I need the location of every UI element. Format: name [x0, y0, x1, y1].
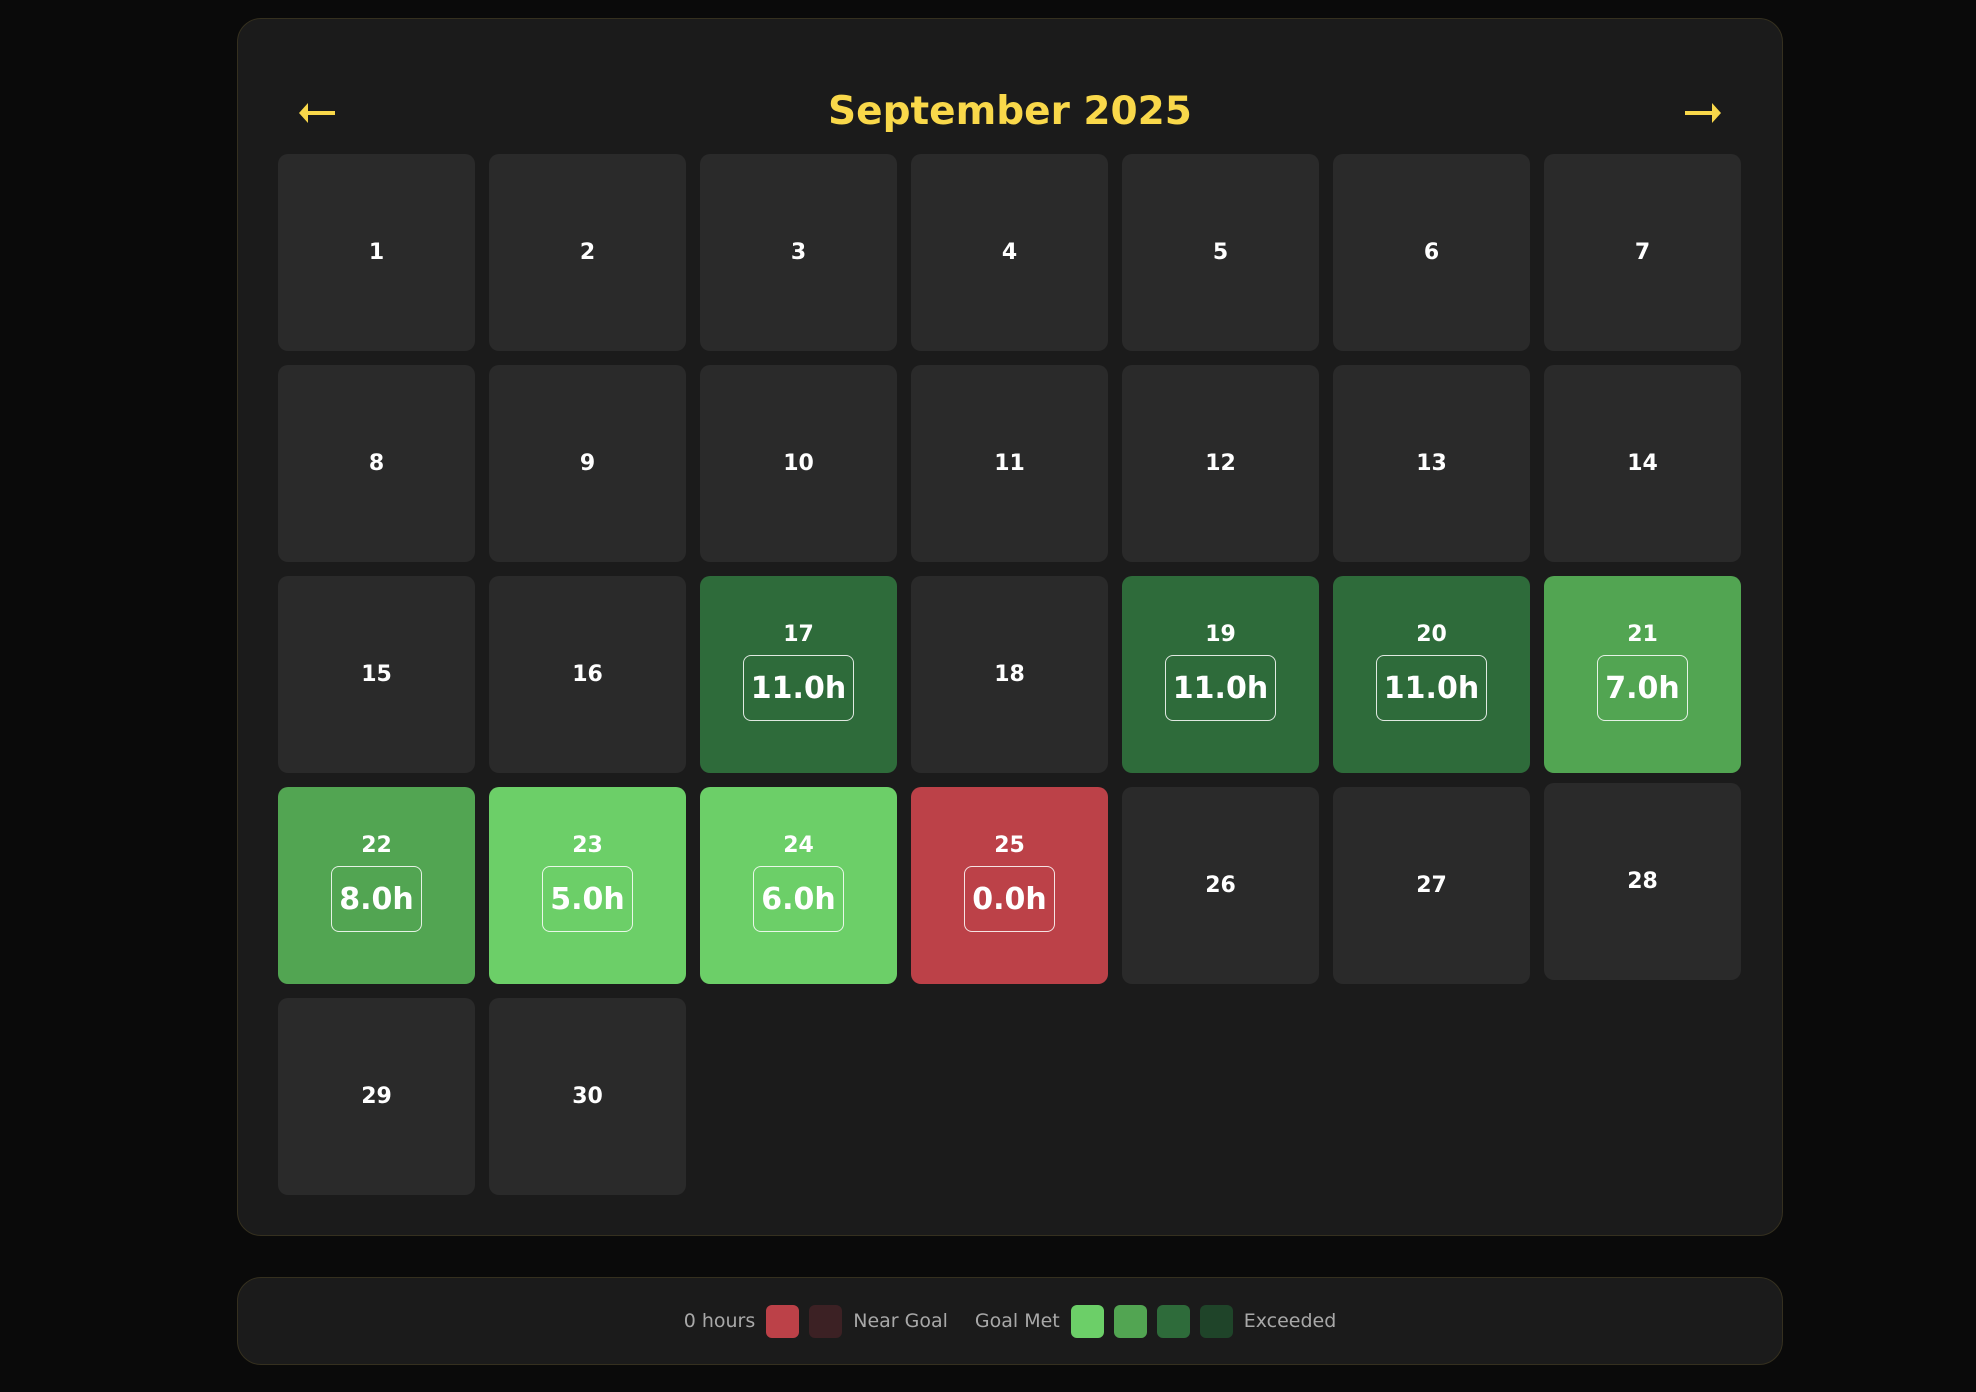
day-number: 4 [1001, 239, 1018, 265]
day-cell-30[interactable]: 30 [489, 998, 686, 1195]
day-cell-24[interactable]: 24 6.0h [700, 787, 897, 984]
day-number: 12 [1205, 450, 1236, 476]
day-cell-25[interactable]: 25 0.0h [911, 787, 1108, 984]
arrow-left-icon [299, 103, 335, 123]
hours-badge: 7.0h [1597, 655, 1688, 721]
legend-swatch-goal-met-3 [1156, 1304, 1190, 1338]
arrow-right-icon [1685, 103, 1721, 123]
day-cell-28[interactable]: 28 [1544, 783, 1741, 980]
day-number: 11 [994, 450, 1025, 476]
day-cell-26[interactable]: 26 [1122, 787, 1319, 984]
day-cell-12[interactable]: 12 [1122, 365, 1319, 562]
day-number: 22 [361, 833, 392, 858]
day-number: 18 [994, 661, 1025, 687]
legend-swatch-exceeded [1199, 1304, 1233, 1338]
hours-badge: 8.0h [331, 866, 422, 932]
legend-label-near-goal: Near Goal [853, 1310, 948, 1332]
day-cell-8[interactable]: 8 [278, 365, 475, 562]
day-cell-7[interactable]: 7 [1544, 154, 1741, 351]
legend-label-exceeded: Exceeded [1243, 1310, 1337, 1332]
prev-month-button[interactable] [295, 91, 339, 135]
day-number: 13 [1416, 450, 1447, 476]
calendar-header: September 2025 [238, 19, 1782, 155]
day-cell-14[interactable]: 14 [1544, 365, 1741, 562]
calendar-card: September 2025 1 2 3 4 5 6 7 8 9 10 11 12 13 14 15 16 17… [237, 18, 1783, 1236]
day-number: 28 [1627, 868, 1658, 894]
day-cell-15[interactable]: 15 [278, 576, 475, 773]
hours-badge: 0.0h [964, 866, 1055, 932]
day-cell-19[interactable]: 19 11.0h [1122, 576, 1319, 773]
legend-swatch-near-goal [809, 1304, 843, 1338]
day-number: 14 [1627, 450, 1658, 476]
day-cell-18[interactable]: 18 [911, 576, 1108, 773]
calendar-grid: 1 2 3 4 5 6 7 8 9 10 11 12 13 14 15 16 17 11.0h 18 19 11.0h 2… [278, 154, 1743, 1195]
day-cell-21[interactable]: 21 7.0h [1544, 576, 1741, 773]
day-number: 16 [572, 661, 603, 687]
day-number: 8 [368, 450, 385, 476]
legend: 0 hours Near Goal Goal Met Exceeded [237, 1277, 1783, 1365]
day-number: 23 [572, 833, 603, 858]
hours-badge: 11.0h [742, 655, 855, 721]
month-title: September 2025 [828, 89, 1192, 134]
day-cell-10[interactable]: 10 [700, 365, 897, 562]
day-number: 7 [1634, 239, 1651, 265]
day-cell-16[interactable]: 16 [489, 576, 686, 773]
legend-swatch-goal-met-1 [1070, 1304, 1104, 1338]
legend-swatch-zero [766, 1304, 800, 1338]
day-number: 19 [1205, 622, 1236, 647]
day-number: 20 [1416, 622, 1447, 647]
hours-badge: 11.0h [1375, 655, 1488, 721]
day-number: 24 [783, 833, 814, 858]
day-number: 25 [994, 833, 1025, 858]
day-cell-6[interactable]: 6 [1333, 154, 1530, 351]
day-cell-27[interactable]: 27 [1333, 787, 1530, 984]
next-month-button[interactable] [1681, 91, 1725, 135]
day-number: 15 [361, 661, 392, 687]
hours-badge: 11.0h [1164, 655, 1277, 721]
day-cell-20[interactable]: 20 11.0h [1333, 576, 1530, 773]
day-number: 29 [361, 1083, 392, 1109]
day-number: 9 [579, 450, 596, 476]
day-cell-2[interactable]: 2 [489, 154, 686, 351]
day-cell-9[interactable]: 9 [489, 365, 686, 562]
day-number: 3 [790, 239, 807, 265]
legend-swatch-goal-met-2 [1113, 1304, 1147, 1338]
day-number: 27 [1416, 872, 1447, 898]
hours-badge: 6.0h [753, 866, 844, 932]
day-cell-22[interactable]: 22 8.0h [278, 787, 475, 984]
day-number: 30 [572, 1083, 603, 1109]
day-cell-1[interactable]: 1 [278, 154, 475, 351]
day-number: 10 [783, 450, 814, 476]
day-number: 2 [579, 239, 596, 265]
day-number: 21 [1627, 622, 1658, 647]
day-cell-5[interactable]: 5 [1122, 154, 1319, 351]
legend-label-zero: 0 hours [683, 1310, 756, 1332]
legend-label-goal-met: Goal Met [974, 1310, 1060, 1332]
day-number: 5 [1212, 239, 1229, 265]
day-cell-29[interactable]: 29 [278, 998, 475, 1195]
day-number: 26 [1205, 872, 1236, 898]
day-cell-3[interactable]: 3 [700, 154, 897, 351]
day-cell-11[interactable]: 11 [911, 365, 1108, 562]
hours-badge: 5.0h [542, 866, 633, 932]
day-cell-17[interactable]: 17 11.0h [700, 576, 897, 773]
day-cell-23[interactable]: 23 5.0h [489, 787, 686, 984]
day-number: 6 [1423, 239, 1440, 265]
day-number: 1 [368, 239, 385, 265]
day-number: 17 [783, 622, 814, 647]
day-cell-13[interactable]: 13 [1333, 365, 1530, 562]
day-cell-4[interactable]: 4 [911, 154, 1108, 351]
